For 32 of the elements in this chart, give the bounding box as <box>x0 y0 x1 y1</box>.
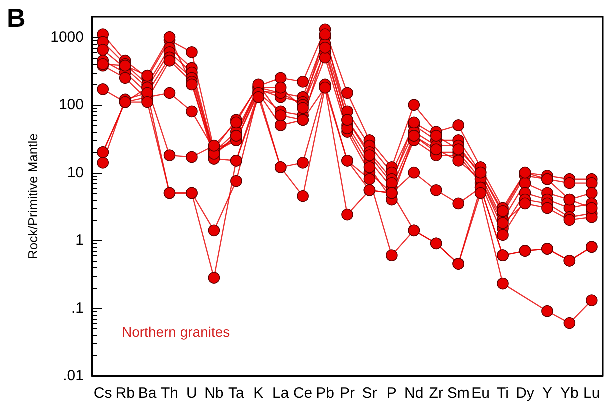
x-tick-label: Pr <box>340 385 356 402</box>
x-tick-label: Ta <box>228 385 245 402</box>
x-tick-label: Th <box>161 385 179 402</box>
y-tick-label: 10 <box>67 164 84 182</box>
x-tick-label: Lu <box>584 385 600 402</box>
x-tick-label: Ti <box>497 385 509 402</box>
x-tick-label: Cs <box>94 385 112 402</box>
y-tick-label: 1 <box>76 232 84 250</box>
y-tick-label: .01 <box>63 368 84 384</box>
x-tick-label: Y <box>542 385 552 402</box>
x-tick-label: Yb <box>560 385 579 402</box>
x-tick-label: Zr <box>429 385 444 402</box>
chart-title: B <box>7 3 26 33</box>
x-tick-label: Rb <box>116 385 135 402</box>
y-axis-title: Rock/Primitive Mantle <box>26 134 41 260</box>
annotation: Northern granites <box>122 324 230 340</box>
y-tick-label: 1000 <box>50 28 84 46</box>
x-tick-label: K <box>254 385 264 402</box>
x-tick-label: Eu <box>472 385 490 402</box>
x-tick-label: Sm <box>447 385 470 402</box>
x-tick-label: La <box>272 385 290 402</box>
x-tick-label: Sr <box>362 385 378 402</box>
x-tick-label: Nd <box>404 385 424 402</box>
x-tick-label: Pb <box>316 385 334 402</box>
x-tick-label: Nb <box>204 385 224 402</box>
y-tick-label: 100 <box>58 96 84 114</box>
x-tick-label: Ba <box>138 385 158 402</box>
y-tick-label: .1 <box>71 300 84 317</box>
x-tick-label: Ce <box>293 385 313 402</box>
x-tick-label: P <box>386 385 397 402</box>
x-tick-label: Dy <box>516 385 535 402</box>
x-tick-label: U <box>186 385 198 402</box>
